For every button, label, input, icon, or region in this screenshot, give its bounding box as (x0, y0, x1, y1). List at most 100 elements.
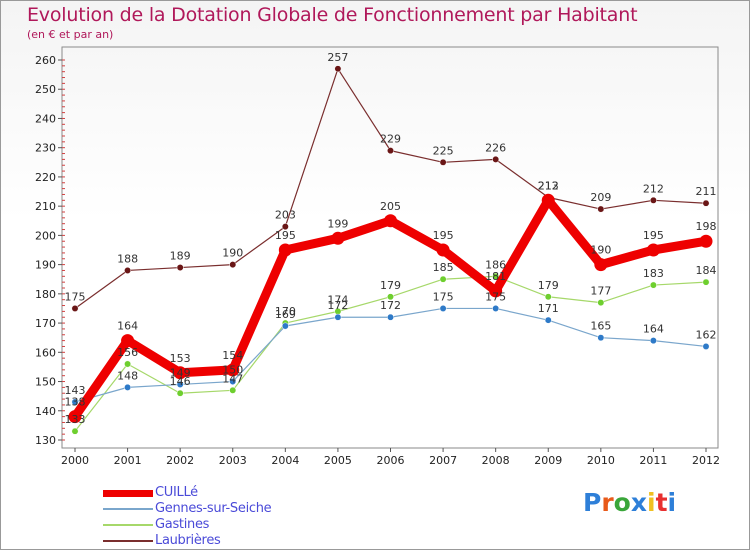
data-point (176, 381, 184, 388)
data-label: 186 (485, 258, 506, 271)
x-tick-label: 2003 (219, 454, 247, 467)
data-label: 133 (65, 413, 86, 426)
x-tick-label: 2000 (61, 454, 89, 467)
data-point (594, 258, 608, 272)
x-tick-label: 2008 (482, 454, 510, 467)
data-point (597, 299, 605, 307)
data-label: 190 (222, 247, 243, 260)
x-tick-label: 2010 (587, 454, 615, 467)
data-label: 147 (222, 372, 243, 385)
data-label: 190 (590, 244, 611, 257)
data-point (68, 410, 82, 424)
data-label: 205 (380, 200, 401, 213)
data-label: 174 (327, 293, 348, 306)
data-point (229, 386, 237, 394)
legend-label: Gennes-sur-Seiche (155, 501, 272, 516)
data-point (176, 389, 184, 397)
data-label: 175 (433, 290, 454, 303)
data-point (439, 305, 447, 312)
y-tick-label: 250 (35, 83, 56, 96)
data-label: 162 (696, 328, 717, 341)
data-point (387, 147, 394, 155)
data-point (649, 281, 657, 289)
data-point (702, 278, 710, 286)
plot-area (61, 46, 719, 449)
data-point (492, 155, 500, 163)
data-point (646, 243, 660, 257)
data-point (544, 293, 552, 301)
series-line (74, 68, 707, 310)
data-label: 209 (590, 191, 611, 204)
data-label: 188 (117, 252, 138, 265)
x-tick-label: 2011 (639, 454, 667, 467)
legend-label: Laubrières (155, 533, 221, 548)
data-point (334, 313, 342, 321)
data-point (121, 334, 135, 348)
data-point (699, 234, 713, 248)
data-label: 183 (643, 267, 664, 280)
data-label: 198 (696, 220, 717, 233)
data-label: 179 (380, 279, 401, 292)
data-label: 154 (222, 349, 243, 362)
chart-subtitle: (en € et par an) (27, 28, 114, 41)
data-point (489, 284, 503, 298)
legend-label: Gastines (155, 517, 210, 532)
data-label: 195 (433, 229, 454, 242)
data-label: 211 (696, 185, 717, 198)
data-label: 153 (170, 352, 191, 365)
logo-letter: i (647, 488, 656, 517)
x-tick-label: 2009 (534, 454, 562, 467)
data-label: 195 (643, 229, 664, 242)
data-label: 148 (117, 369, 138, 382)
data-label: 149 (170, 366, 191, 379)
y-tick-label: 230 (35, 142, 56, 155)
y-tick-label: 160 (35, 346, 56, 359)
data-label: 146 (170, 375, 191, 388)
data-point (544, 316, 552, 324)
data-point (71, 305, 79, 312)
y-tick-label: 130 (35, 434, 56, 447)
data-label: 175 (485, 290, 506, 303)
logo-letter: o (613, 488, 631, 517)
data-point (492, 305, 500, 312)
data-label: 143 (65, 384, 86, 397)
x-tick-label: 2012 (692, 454, 720, 467)
data-label: 171 (538, 302, 559, 315)
data-label: 184 (696, 264, 717, 277)
logo-letter: i (667, 488, 677, 517)
x-tick-label: 2002 (166, 454, 194, 467)
data-point (281, 322, 289, 330)
data-point (229, 378, 237, 385)
data-point (71, 427, 79, 435)
y-tick-label: 220 (35, 171, 56, 184)
data-point (597, 334, 605, 342)
logo-letter: r (601, 488, 614, 517)
data-point (492, 272, 500, 280)
x-tick-label: 2007 (429, 454, 457, 467)
data-point (124, 267, 132, 274)
data-point (439, 275, 447, 283)
y-tick-label: 200 (35, 229, 56, 242)
data-label: 164 (117, 320, 138, 333)
line-chart: 130 140 150 160 170 180 190 200 210 220 230 240 250 2… (35, 46, 720, 467)
legend-swatch (103, 524, 153, 526)
data-label: 179 (538, 279, 559, 292)
data-point (702, 199, 710, 207)
y-tick-label: 180 (35, 288, 56, 301)
proxiti-logo: Proxiti (583, 488, 676, 517)
data-point (541, 193, 555, 207)
data-label: 226 (485, 141, 506, 154)
data-label: 172 (327, 299, 348, 312)
data-label: 164 (643, 323, 664, 336)
data-label: 185 (433, 261, 454, 274)
data-label: 199 (327, 217, 348, 230)
data-point (436, 243, 450, 257)
data-label: 213 (538, 179, 559, 192)
data-point (649, 196, 657, 204)
data-point (124, 383, 132, 391)
data-point (226, 363, 240, 377)
data-label: 175 (65, 290, 86, 303)
data-label: 138 (65, 396, 86, 409)
x-tick-label: 2001 (114, 454, 142, 467)
